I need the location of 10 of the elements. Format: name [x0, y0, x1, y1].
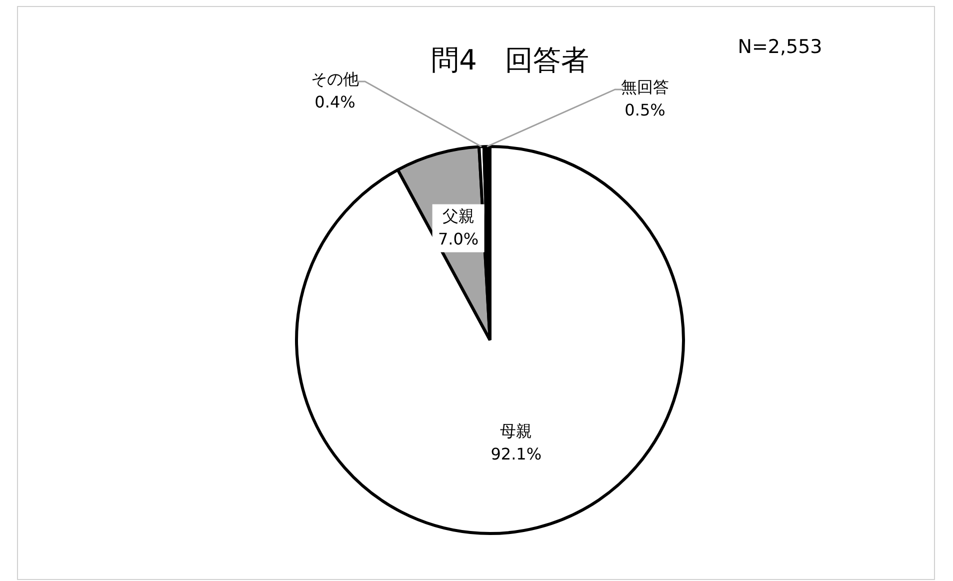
- slice-label: その他: [311, 70, 359, 89]
- chart-title: 問4 回答者: [431, 43, 589, 76]
- data-label: 92.1%: [490, 444, 542, 464]
- slice-label: 母親: [500, 421, 532, 440]
- data-label: 0.4%: [314, 92, 356, 112]
- data-label: 0.5%: [624, 100, 666, 120]
- slice-label: 父親: [442, 206, 474, 226]
- data-label: 7.0%: [438, 229, 479, 248]
- text: N=2,553: [738, 36, 822, 58]
- slice-label: 無回答: [621, 78, 669, 97]
